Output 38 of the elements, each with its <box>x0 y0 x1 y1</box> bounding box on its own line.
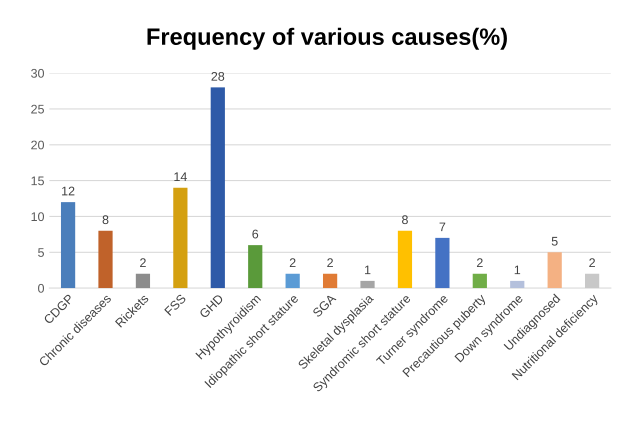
y-tick-label: 20 <box>31 140 44 150</box>
bar <box>472 274 487 288</box>
y-tick-label: 30 <box>31 68 44 78</box>
data-label: 2 <box>589 258 595 268</box>
data-label: 2 <box>327 258 333 268</box>
y-tick-label: 25 <box>31 104 44 114</box>
data-label: 28 <box>211 72 224 81</box>
bar <box>60 202 76 288</box>
data-label: 8 <box>102 215 108 224</box>
bar <box>136 274 150 288</box>
bar <box>173 188 188 288</box>
data-label: 1 <box>365 266 370 274</box>
data-label: 8 <box>402 215 408 224</box>
y-tick-label: 5 <box>38 248 44 257</box>
bar <box>435 238 450 288</box>
bar <box>286 274 300 288</box>
data-label: 5 <box>552 236 558 246</box>
bar <box>398 230 412 288</box>
bar <box>585 274 600 288</box>
data-label: 2 <box>140 258 146 268</box>
data-label: 7 <box>440 222 446 232</box>
chart-title: Frequency of various causes(%) <box>148 28 507 50</box>
y-tick-label: 10 <box>32 212 44 222</box>
y-tick-label: 0 <box>38 284 44 293</box>
bar <box>360 280 375 288</box>
bar <box>98 230 113 288</box>
data-label: 2 <box>290 258 296 268</box>
data-label: 1 <box>514 266 520 274</box>
y-tick-label: 15 <box>32 176 44 186</box>
bar <box>510 280 524 288</box>
data-label: 14 <box>174 172 187 182</box>
bar <box>322 274 338 288</box>
data-label: 2 <box>476 258 483 268</box>
bar <box>210 87 225 288</box>
bar <box>248 245 262 288</box>
data-label: 6 <box>252 230 258 238</box>
bar <box>548 252 562 288</box>
data-label: 12 <box>62 186 74 196</box>
